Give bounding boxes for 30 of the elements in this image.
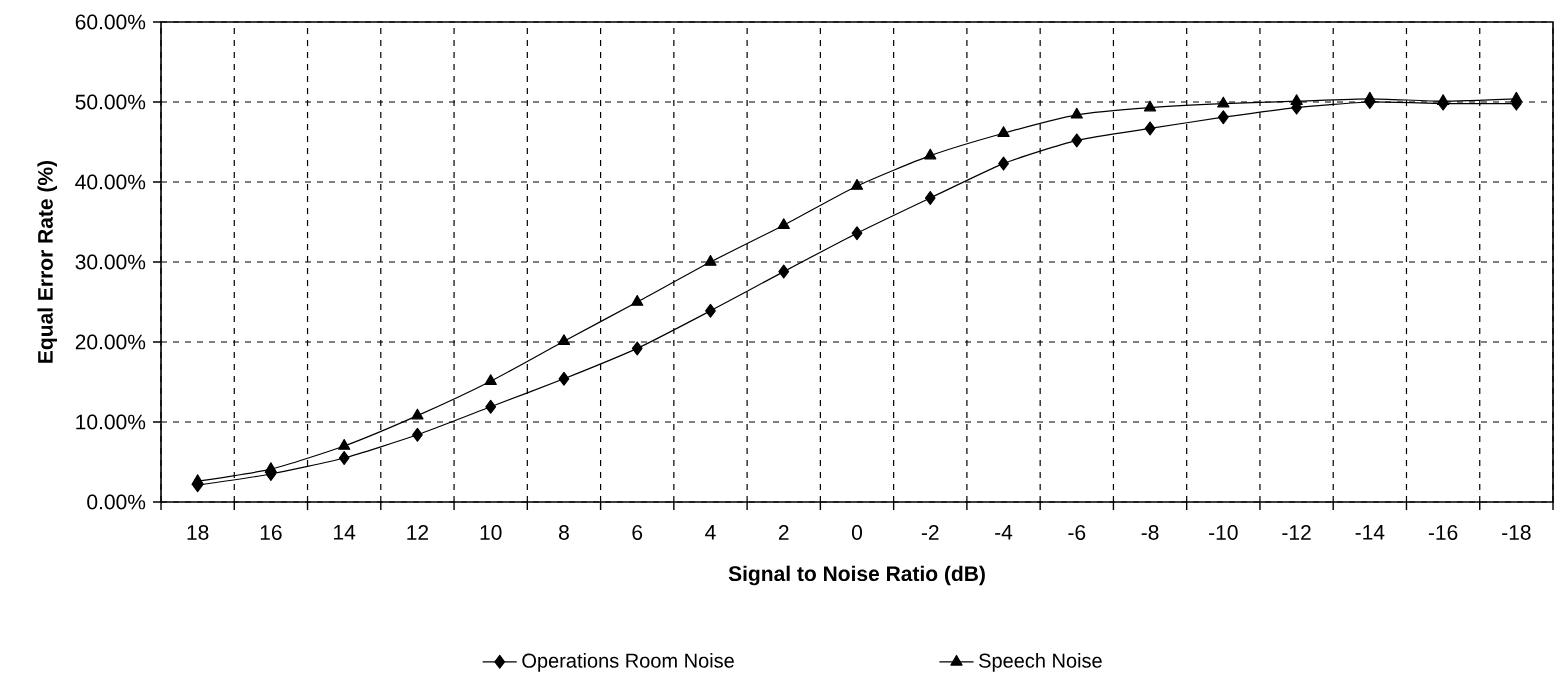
y-tick-label: 30.00% — [75, 254, 146, 270]
x-tick-label: -8 — [1141, 525, 1159, 540]
x-tick-label: 12 — [407, 525, 429, 540]
y-tick-label: 60.00% — [75, 14, 146, 30]
x-tick-label: 14 — [334, 525, 356, 540]
x-tick-label: 18 — [187, 525, 209, 540]
x-tick-label: 16 — [260, 525, 282, 540]
x-tick-label: 6 — [632, 525, 643, 540]
x-tick-label: -14 — [1355, 525, 1385, 540]
x-tick-label: -6 — [1068, 525, 1086, 540]
legend-label: Speech Noise — [979, 653, 1102, 672]
x-tick-label: 2 — [778, 525, 789, 540]
x-tick-label: -18 — [1502, 525, 1531, 540]
x-axis-title: Signal to Noise Ratio (dB) — [728, 565, 985, 586]
y-tick-label: 0.00% — [87, 494, 146, 510]
legend-label: Operations Room Noise — [522, 653, 734, 672]
x-tick-label: -4 — [995, 525, 1013, 540]
y-tick-label: 40.00% — [75, 174, 146, 190]
x-tick-label: -10 — [1209, 525, 1238, 540]
y-tick-label: 50.00% — [75, 94, 146, 110]
x-tick-label: 4 — [705, 525, 716, 540]
x-tick-label: 8 — [559, 525, 569, 540]
y-tick-label: 10.00% — [76, 414, 146, 430]
x-tick-label: 10 — [480, 525, 502, 540]
x-tick-label: -2 — [921, 525, 939, 540]
y-axis-title: Equal Error Rate (%) — [37, 160, 57, 363]
x-tick-label: -12 — [1282, 525, 1311, 540]
x-tick-label: -16 — [1428, 525, 1458, 540]
x-tick-label: 0 — [851, 525, 863, 540]
y-tick-label: 20.00% — [75, 334, 146, 350]
